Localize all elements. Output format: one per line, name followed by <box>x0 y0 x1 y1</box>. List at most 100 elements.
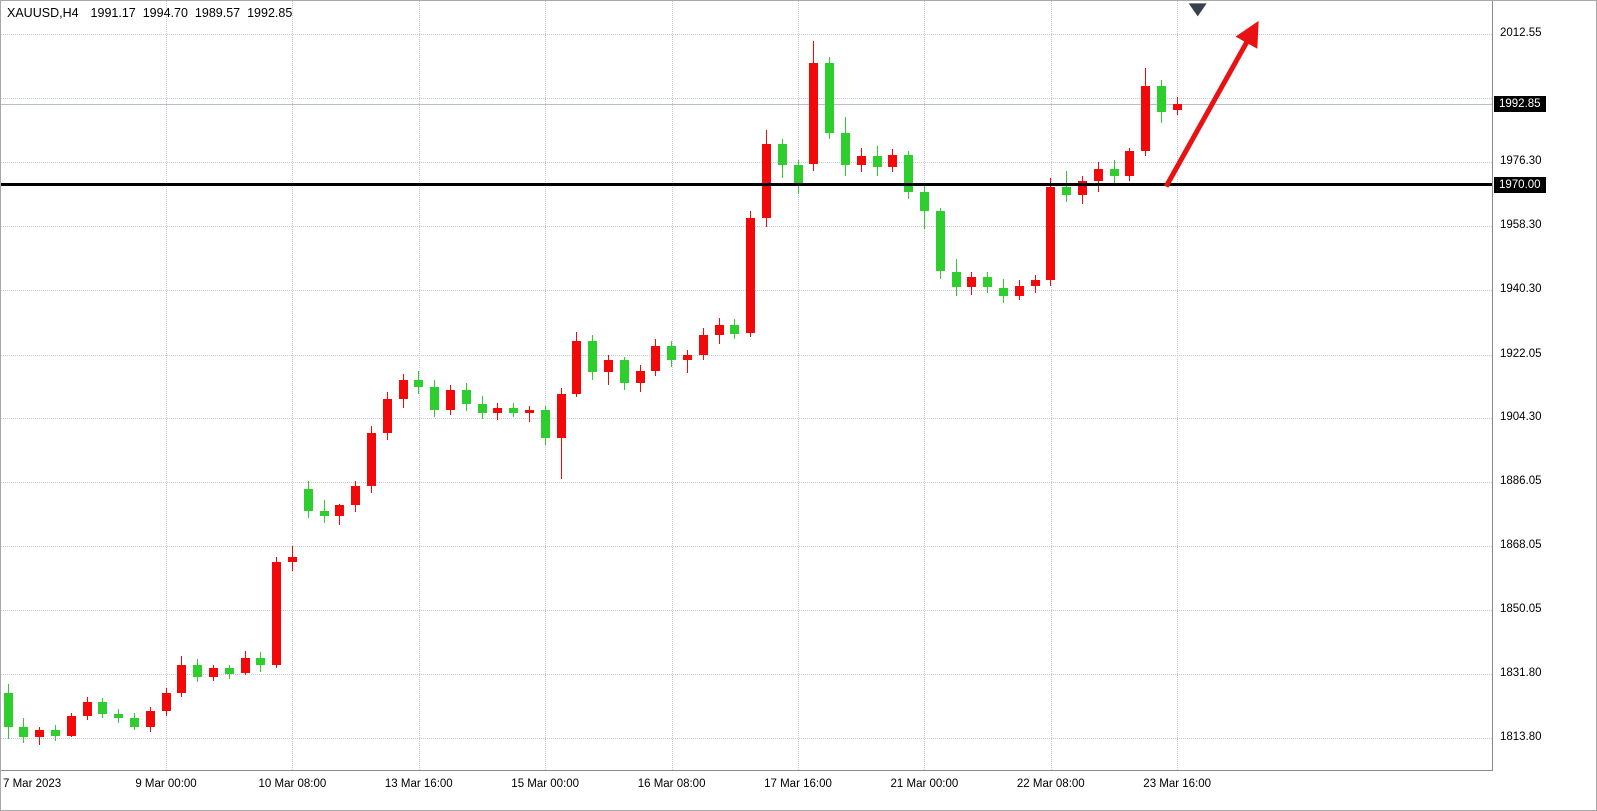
current-price-line <box>1 103 1492 105</box>
candle-body <box>904 154 914 192</box>
candle-body <box>303 489 313 511</box>
horizontal-gridline <box>1 417 1492 419</box>
candle-body <box>335 505 345 516</box>
candle-body <box>1062 186 1072 196</box>
candle-body <box>998 287 1008 297</box>
candle-body <box>730 324 740 334</box>
time-tick-label: 15 Mar 00:00 <box>511 778 580 790</box>
candle-body <box>588 340 598 373</box>
candle-body <box>3 693 13 727</box>
candle-body <box>66 716 76 736</box>
candle-body <box>287 556 297 562</box>
candle-body <box>951 271 961 288</box>
horizontal-gridline <box>1 162 1492 164</box>
candle-body <box>430 386 440 410</box>
candle-body <box>872 156 882 167</box>
ohlc-open-value: 1991.17 <box>90 6 136 20</box>
candle-wick <box>686 349 688 373</box>
price-tick-label: 1850.05 <box>1500 602 1542 615</box>
horizontal-gridline <box>1 482 1492 484</box>
candle-body <box>351 485 361 506</box>
horizontal-gridline <box>1 354 1492 356</box>
candle-body <box>272 562 282 665</box>
candle-body <box>698 335 708 355</box>
horizontal-gridline <box>1 98 1492 100</box>
vertical-gridline <box>545 1 547 770</box>
candle-body <box>82 701 92 717</box>
annotation-layer <box>1163 3 1259 188</box>
price-tick-label: 1886.05 <box>1500 475 1542 488</box>
horizontal-gridline <box>1 674 1492 676</box>
candle-body <box>1030 280 1040 286</box>
chart-title: XAUUSD,H4 1991.17 1994.70 1989.57 1992.8… <box>7 6 292 20</box>
candle-body <box>793 165 803 185</box>
candle-body <box>919 191 929 212</box>
candle-body <box>856 156 866 166</box>
candle-body <box>161 693 171 711</box>
candle-body <box>809 62 819 164</box>
plot-area[interactable]: XAUUSD,H4 1991.17 1994.70 1989.57 1992.8… <box>1 1 1493 771</box>
ohlc-high-value: 1994.70 <box>142 6 188 20</box>
price-tick-label: 1958.30 <box>1500 219 1542 232</box>
candle-body <box>461 390 471 405</box>
candle-body <box>240 657 250 674</box>
vertical-gridline <box>1050 1 1052 770</box>
candle-body <box>1156 85 1166 113</box>
time-tick-label: 16 Mar 08:00 <box>637 778 706 790</box>
candle-body <box>50 730 60 736</box>
time-tick-label: 21 Mar 00:00 <box>890 778 959 790</box>
price-tick-label: 1868.05 <box>1500 538 1542 551</box>
candle-body <box>256 657 266 665</box>
candle-body <box>619 360 629 384</box>
candle-body <box>19 726 29 738</box>
price-tick-label: 1904.30 <box>1500 410 1542 423</box>
candle-body <box>193 664 203 678</box>
horizontal-gridline <box>1 34 1492 35</box>
candle-body <box>366 432 376 486</box>
candle-body <box>509 407 519 414</box>
price-tick-label: 1831.80 <box>1500 667 1542 680</box>
time-tick-label: 22 Mar 08:00 <box>1016 778 1085 790</box>
triangle-down-marker-icon[interactable] <box>1188 3 1207 17</box>
candle-body <box>98 701 108 715</box>
candle-body <box>398 379 408 400</box>
candle-body <box>651 345 661 371</box>
candle-body <box>935 211 945 272</box>
candle-body <box>761 144 771 219</box>
time-axis[interactable]: 7 Mar 2023 9 Mar 00:00 10 Mar 08:00 13 Mar … <box>1 772 1596 810</box>
candle-body <box>682 354 692 361</box>
candle-body <box>319 510 329 516</box>
candle-body <box>840 133 850 166</box>
time-tick-label: 10 Mar 08:00 <box>258 778 327 790</box>
ohlc-low-value: 1989.57 <box>194 6 241 20</box>
candle-body <box>477 404 487 414</box>
candle-body <box>524 409 534 414</box>
time-tick-label: 7 Mar 2023 <box>3 778 62 790</box>
ohlc-close-value: 1992.85 <box>247 6 293 20</box>
price-tick-label: 1940.30 <box>1500 282 1542 295</box>
price-level-badge: 1970.00 <box>1494 176 1546 193</box>
candle-body <box>967 276 977 288</box>
candle-body <box>825 62 835 134</box>
candle-body <box>1014 285 1024 297</box>
time-tick-label: 9 Mar 00:00 <box>135 778 197 790</box>
candle-wick <box>528 406 530 422</box>
candle-body <box>445 390 455 410</box>
price-level-line[interactable] <box>1 183 1492 187</box>
price-axis[interactable]: 1970.00 2012.55 1976.30 1958.30 1940.30 1922.… <box>1494 1 1596 771</box>
candle-body <box>667 345 677 361</box>
candle-body <box>983 276 993 288</box>
candle-body <box>572 340 582 394</box>
candle-body <box>556 393 566 438</box>
horizontal-gridline <box>1 738 1492 740</box>
candle-body <box>603 360 613 373</box>
vertical-gridline <box>1177 1 1179 770</box>
candle-body <box>746 218 756 334</box>
candle-body <box>1077 181 1087 196</box>
current-price-badge: 1992.85 <box>1494 95 1546 112</box>
candle-body <box>224 668 234 674</box>
candle-body <box>540 409 550 438</box>
vertical-gridline <box>166 1 167 770</box>
candle-body <box>714 324 724 336</box>
